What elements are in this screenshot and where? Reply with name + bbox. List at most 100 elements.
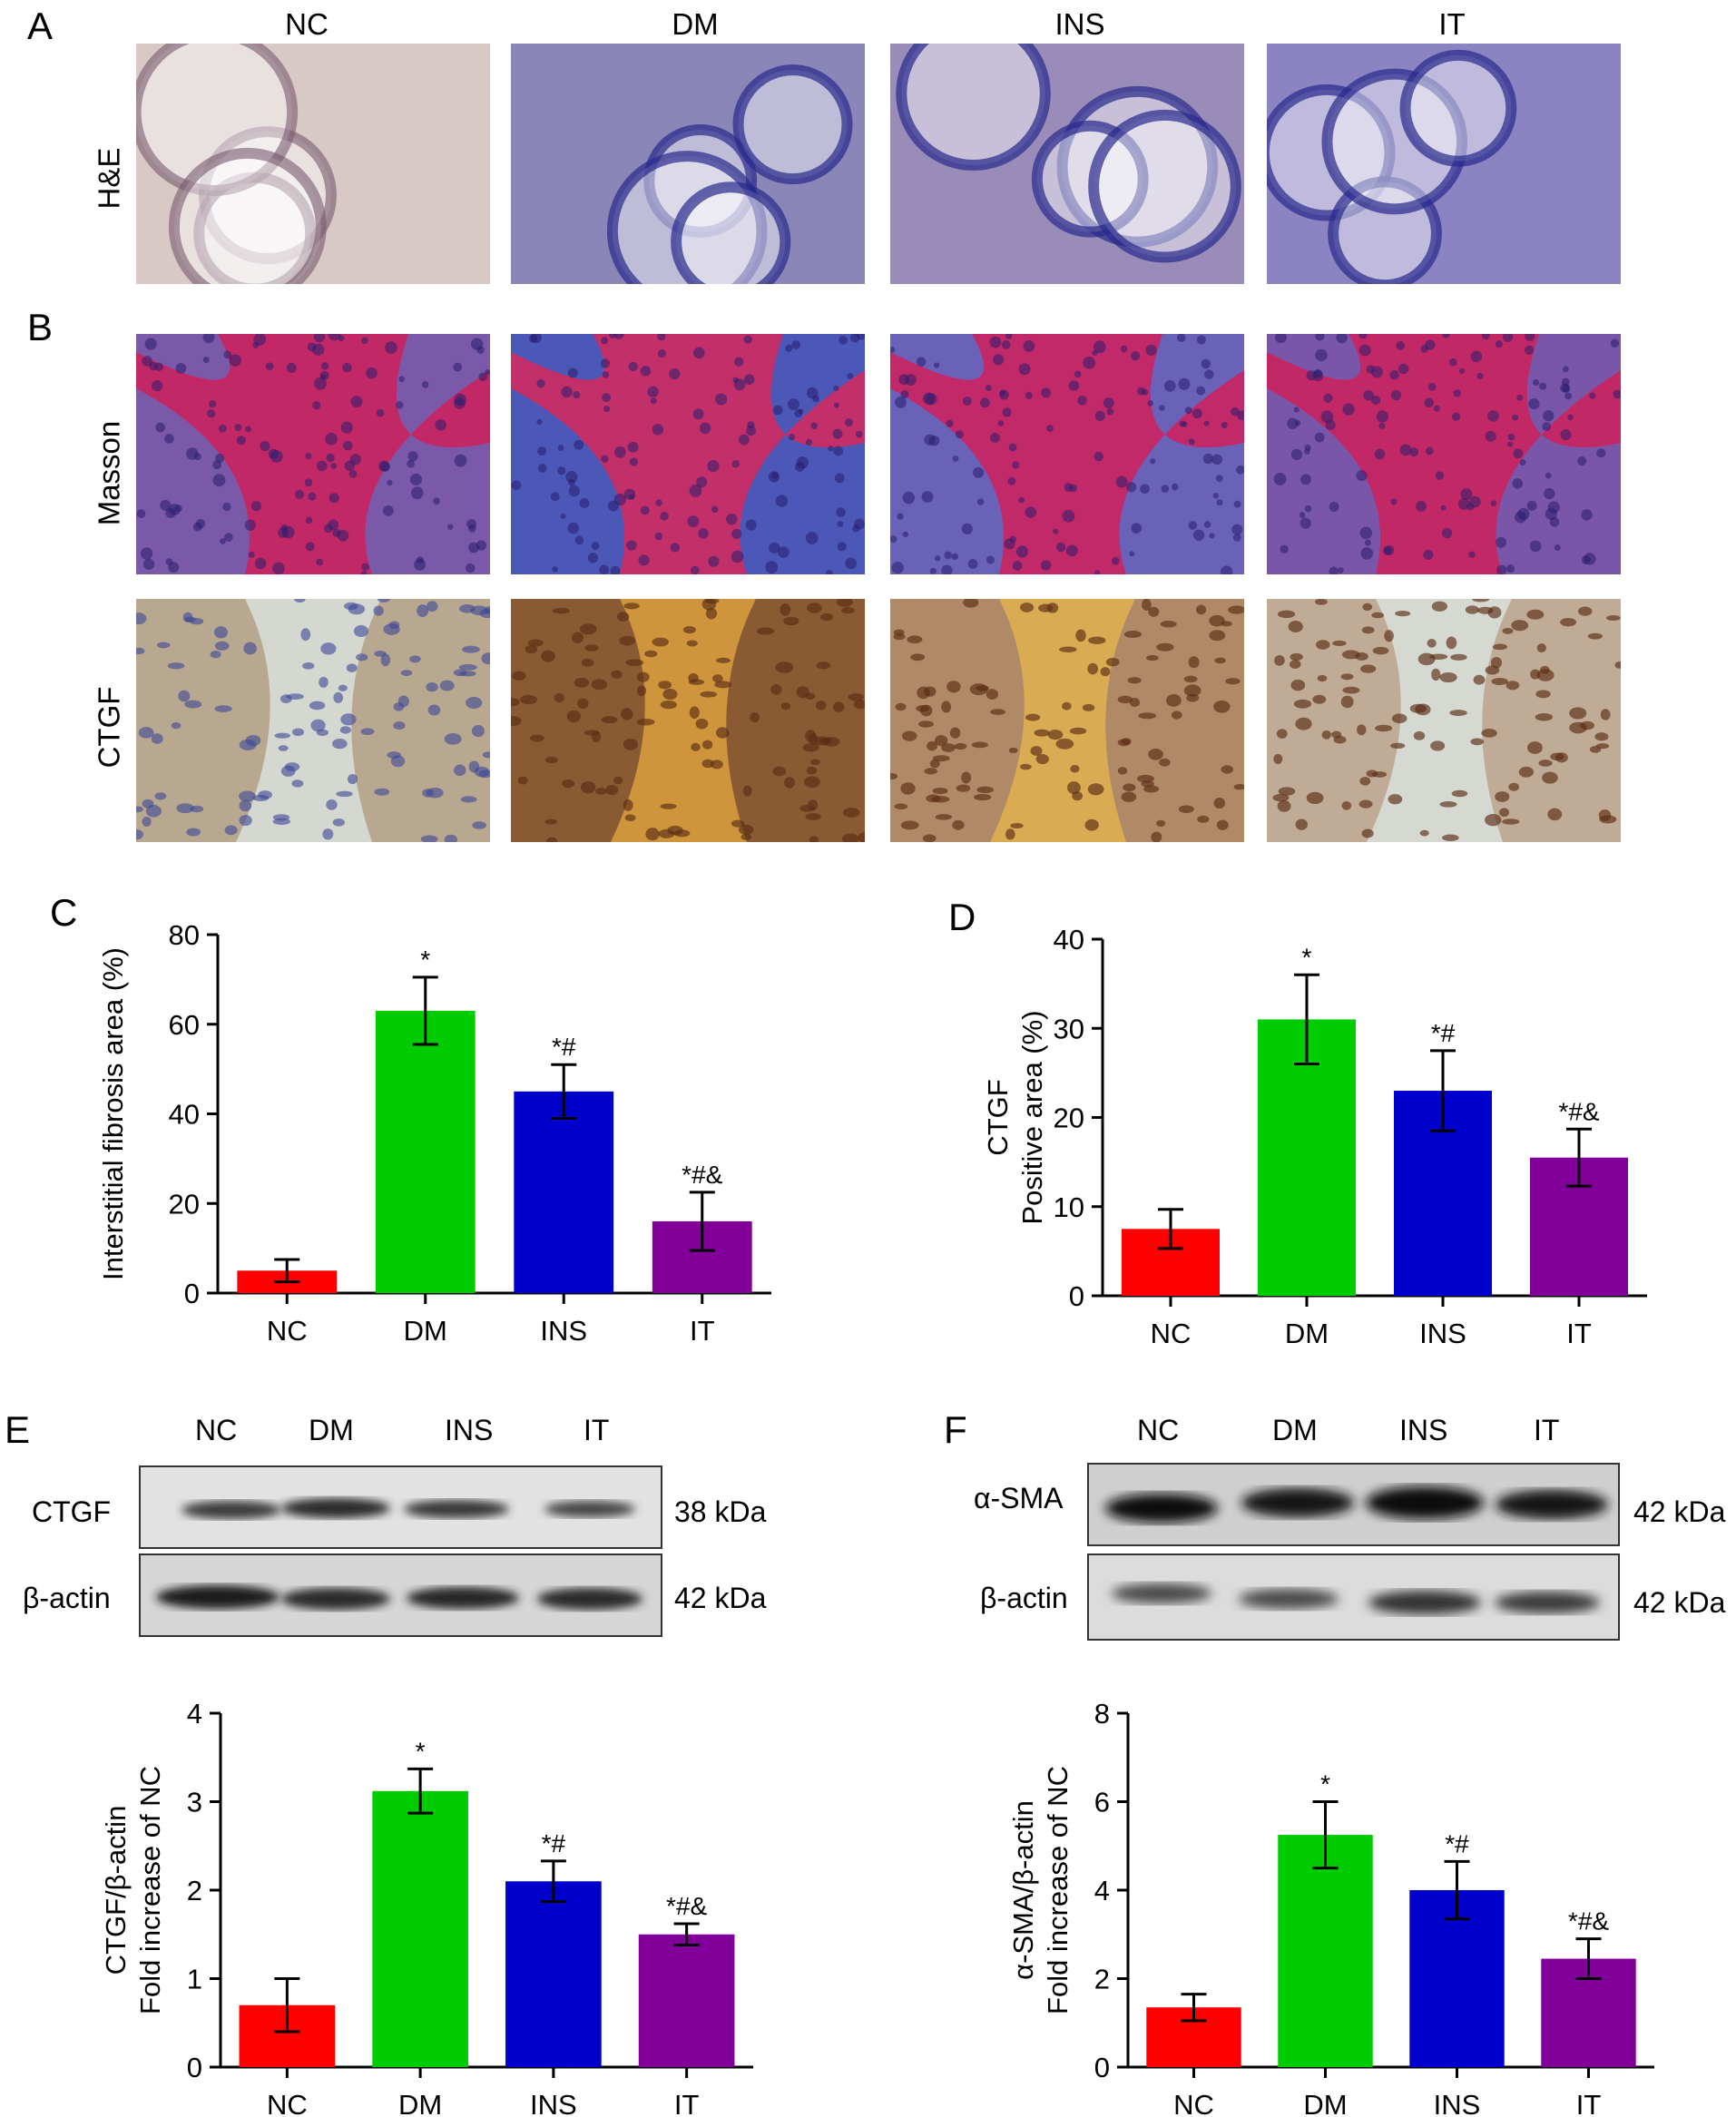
blot-e-size-ctgf: 38 kDa (674, 1495, 767, 1528)
chart-e-ylabel-0: CTGF/β-actin (100, 1806, 132, 1975)
chart-d-annotation-2: *# (1431, 1019, 1456, 1047)
chart-c-ylabel-0: Interstitial fibrosis area (%) (97, 947, 129, 1280)
micrograph-ctgf-it (1267, 599, 1621, 842)
chart-f: 0 2 4 6 8 α-SMA/β-actin Fold increase of NC NC *… (1007, 1698, 1654, 2117)
chart-f-ytick-label-1: 2 (1094, 1964, 1110, 1995)
chart-e-xtick-label-0: NC (267, 2089, 308, 2117)
column-label-it: IT (1438, 7, 1466, 41)
chart-e-annotation-2: *# (542, 1829, 566, 1857)
chart-d-bar-dm (1258, 1019, 1356, 1296)
chart-d-ytick-label-0: 0 (1069, 1280, 1084, 1312)
chart-f-xtick-label-1: DM (1303, 2089, 1347, 2117)
chart-e-xtick-label-2: INS (530, 2089, 577, 2117)
blot-f-lane-ins: INS (1399, 1414, 1448, 1446)
panel-letter-f: F (944, 1408, 967, 1451)
chart-d-ytick-label-1: 10 (1054, 1191, 1084, 1223)
chart-e-annotation-3: *#& (666, 1892, 707, 1920)
chart-f-xtick-label-0: NC (1173, 2089, 1214, 2117)
chart-c-ytick-label-2: 40 (169, 1099, 200, 1131)
blot-e-lane-ins: INS (445, 1414, 494, 1446)
blot-e-bands-actin (141, 1555, 661, 1635)
panel-letter-a: A (27, 5, 54, 47)
micrograph-masson-dm (511, 334, 865, 574)
chart-f-ylabel-1: Fold increase of NC (1042, 1766, 1074, 2014)
micrograph-masson-it (1267, 334, 1621, 574)
column-label-ins: INS (1054, 7, 1105, 41)
chart-f-ylabel-0: α-SMA/β-actin (1007, 1800, 1039, 1980)
chart-c-xtick-label-0: NC (267, 1315, 308, 1347)
chart-d-ylabel-1: Positive area (%) (1016, 1010, 1048, 1224)
chart-c-annotation-2: *# (552, 1033, 576, 1061)
panel-letter-e: E (5, 1408, 31, 1451)
chart-e-xtick-label-1: DM (398, 2089, 442, 2117)
blot-f-size-sma: 42 kDa (1633, 1495, 1726, 1528)
chart-d-ytick-label-4: 40 (1054, 924, 1084, 956)
micrograph-he-dm (511, 44, 865, 284)
chart-d-xtick-label-1: DM (1285, 1318, 1329, 1349)
chart-d-xtick-label-0: NC (1151, 1318, 1192, 1349)
chart-c-xtick-label-2: INS (540, 1315, 587, 1347)
chart-e-ytick-label-2: 2 (187, 1875, 202, 1906)
chart-f-xtick-label-2: INS (1434, 2089, 1481, 2117)
chart-d-ytick-label-3: 30 (1054, 1013, 1084, 1044)
chart-e: 0 1 2 3 4 CTGF/β-actin Fold increase of NC NC * D… (100, 1698, 753, 2117)
chart-e-ylabel-1: Fold increase of NC (134, 1766, 166, 2014)
blot-e-lane-it: IT (584, 1414, 610, 1446)
chart-e-annotation-1: * (416, 1737, 426, 1765)
micrograph-he-nc (136, 44, 490, 284)
blot-e-strip-ctgf (139, 1465, 662, 1549)
chart-d-ytick-label-2: 20 (1054, 1103, 1084, 1134)
blot-e-strip-actin (139, 1553, 662, 1637)
blot-f-strip-sma (1087, 1463, 1620, 1546)
chart-d-annotation-1: * (1302, 943, 1312, 971)
column-label-dm: DM (672, 7, 719, 41)
chart-f-annotation-1: * (1320, 1770, 1330, 1798)
chart-e-xtick-label-3: IT (674, 2089, 700, 2117)
panel-letter-d: D (948, 896, 976, 938)
chart-e-ytick-label-1: 1 (187, 1964, 202, 1995)
blot-e-protein-ctgf: CTGF (32, 1495, 112, 1528)
chart-c-bar-dm (375, 1010, 476, 1293)
micrograph-ctgf-nc (136, 599, 490, 842)
chart-f-ytick-label-2: 4 (1094, 1875, 1110, 1906)
blot-f-size-actin: 42 kDa (1633, 1586, 1726, 1619)
micrograph-he-it (1267, 44, 1621, 284)
chart-f-xtick-label-3: IT (1576, 2089, 1602, 2117)
blot-e-size-actin: 42 kDa (674, 1582, 767, 1614)
chart-f-ytick-label-4: 8 (1094, 1698, 1110, 1730)
chart-d: 0 10 20 30 40 CTGF Positive area (%) NC * DM *# INS… (982, 924, 1647, 1349)
blot-f-lane-dm: DM (1272, 1414, 1318, 1446)
micrograph-masson-ins (890, 334, 1244, 574)
blot-f-bands-sma (1089, 1465, 1618, 1544)
blot-f-strip-actin (1087, 1553, 1620, 1641)
micrograph-ctgf-ins (890, 599, 1244, 842)
chart-e-bar-it (638, 1934, 735, 2067)
blot-f-protein-sma: α-SMA (974, 1482, 1064, 1514)
blot-f-lane-it: IT (1534, 1414, 1560, 1446)
chart-f-ytick-label-3: 6 (1094, 1787, 1110, 1818)
chart-f-bar-dm (1278, 1835, 1373, 2067)
chart-c-xtick-label-3: IT (690, 1315, 715, 1347)
chart-c-ytick-label-1: 20 (169, 1188, 200, 1220)
panel-letter-b: B (27, 306, 54, 348)
panel-letter-c: C (50, 891, 78, 934)
chart-e-ytick-label-3: 3 (187, 1787, 202, 1818)
chart-d-annotation-3: *#& (1558, 1097, 1599, 1125)
chart-c-ytick-label-4: 80 (169, 919, 200, 951)
blot-f-protein-actin: β-actin (980, 1582, 1068, 1614)
chart-f-annotation-2: *# (1445, 1829, 1469, 1857)
chart-d-ylabel-0: CTGF (982, 1079, 1014, 1155)
chart-c-annotation-3: *#& (682, 1161, 722, 1189)
micrograph-ctgf-dm (511, 599, 865, 842)
chart-d-xtick-label-2: INS (1419, 1318, 1466, 1349)
micrograph-masson-nc (136, 334, 490, 574)
chart-c: 0 20 40 60 80 Interstitial fibrosis area (%) N… (97, 919, 771, 1347)
chart-e-ytick-label-4: 4 (187, 1698, 202, 1730)
blot-e-bands-ctgf (141, 1467, 661, 1547)
chart-e-bar-dm (372, 1790, 468, 2067)
chart-c-ytick-label-0: 0 (184, 1278, 200, 1309)
blot-f-lane-nc: NC (1137, 1414, 1180, 1446)
chart-d-xtick-label-3: IT (1566, 1318, 1592, 1349)
chart-e-bar-ins (505, 1881, 602, 2067)
